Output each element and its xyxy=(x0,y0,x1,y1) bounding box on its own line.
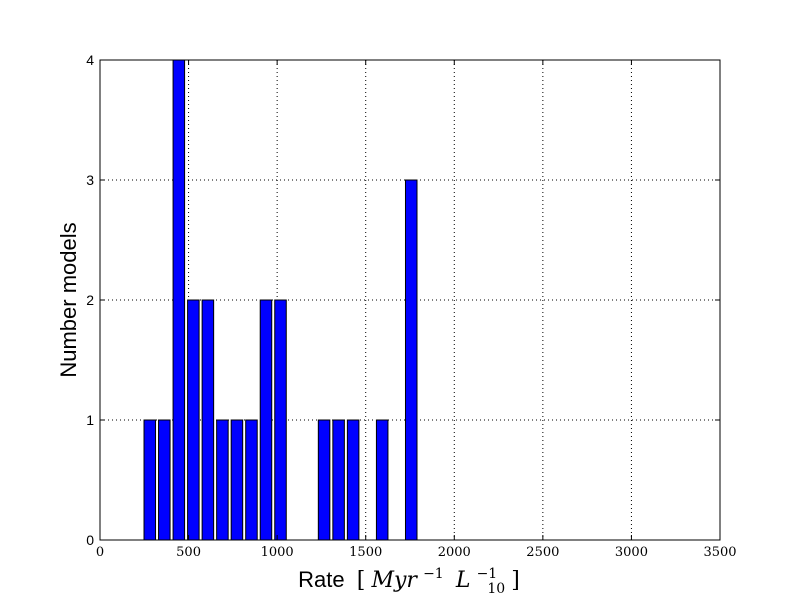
grid-lines xyxy=(100,60,720,540)
histogram-bar xyxy=(245,419,258,541)
x-axis-label-l: L xyxy=(455,568,471,593)
bars xyxy=(143,59,418,541)
x-axis-label-l-exponent: −1 xyxy=(477,566,498,582)
y-tick-label: 4 xyxy=(86,52,94,68)
histogram-bar xyxy=(230,419,244,541)
histogram-bar xyxy=(274,299,287,541)
x-tick-label: 1000 xyxy=(261,545,294,560)
x-axis-label-myr: Myr xyxy=(370,568,418,593)
y-axis-label: Number models xyxy=(56,222,81,377)
y-tick-label: 0 xyxy=(86,532,94,548)
y-tick-label: 1 xyxy=(86,412,94,428)
x-axis-label: Rate [ Myr −1 L −1 10 ] xyxy=(298,558,520,598)
tick-marks xyxy=(99,59,721,541)
x-tick-label: 2500 xyxy=(526,545,559,560)
histogram-bar xyxy=(317,419,331,541)
x-tick-labels: 0 500 1000 1500 2000 2500 3000 3500 xyxy=(96,545,737,560)
x-axis-label-myr-exponent: −1 xyxy=(423,566,444,582)
x-axis-label-open-bracket: [ xyxy=(357,568,366,593)
histogram-bar xyxy=(158,419,171,541)
histogram-bar xyxy=(259,299,273,541)
y-tick-labels: 0 1 2 3 4 xyxy=(86,52,94,548)
histogram-bar xyxy=(187,299,200,541)
histogram-bar xyxy=(143,419,157,541)
histogram-bar xyxy=(216,419,229,541)
x-tick-label: 2000 xyxy=(438,545,471,560)
histogram-bar xyxy=(332,419,345,541)
x-tick-label: 500 xyxy=(176,545,201,560)
x-tick-label: 3500 xyxy=(703,545,736,560)
y-tick-label: 2 xyxy=(86,292,94,308)
x-axis-label-close-bracket: ] xyxy=(511,568,520,593)
histogram-bar xyxy=(404,179,418,541)
x-tick-label: 1500 xyxy=(349,545,382,560)
y-tick-label: 3 xyxy=(86,172,94,188)
histogram-bar xyxy=(172,59,186,541)
x-tick-label: 3000 xyxy=(615,545,648,560)
histogram-bar xyxy=(346,419,360,541)
x-axis-label-text: Rate xyxy=(298,567,344,592)
histogram-bar xyxy=(375,419,389,541)
x-axis-label-l-subscript: 10 xyxy=(487,581,505,597)
x-tick-label: 0 xyxy=(96,545,104,560)
histogram-bar xyxy=(201,299,215,541)
